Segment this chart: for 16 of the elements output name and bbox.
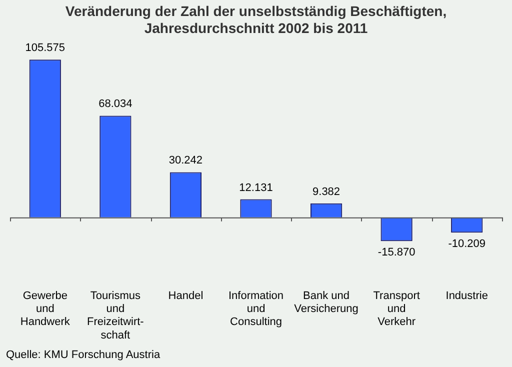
x-tick-label: Industrie (446, 290, 488, 302)
data-label: 30.242 (168, 154, 203, 167)
data-label: 68.034 (98, 98, 132, 110)
x-tick-label: Transport und Verkehr (373, 290, 420, 328)
data-label: 12.131 (239, 182, 273, 194)
data-label: 9.382 (312, 186, 340, 198)
data-label: 105.575 (25, 42, 66, 54)
x-tick-label: Information und Consulting (228, 290, 284, 328)
x-tick-label: Gewerbe und Handwerk (20, 290, 70, 328)
x-tick-label: Handel (168, 290, 204, 302)
data-label: -15.870 (378, 246, 416, 259)
x-tick-label: Bank und Versicherung (294, 290, 358, 316)
source-note: Quelle: KMU Forschung Austria (6, 349, 160, 361)
data-label: -10.209 (448, 238, 486, 250)
x-tick-label: Tourismus und Freizeitwirt- schaft (87, 290, 144, 342)
chart-title: Veränderung der Zahl der unselbstständig Beschäftigten, Jahresdurchschnitt 2002 bis 2011 (64, 3, 448, 37)
